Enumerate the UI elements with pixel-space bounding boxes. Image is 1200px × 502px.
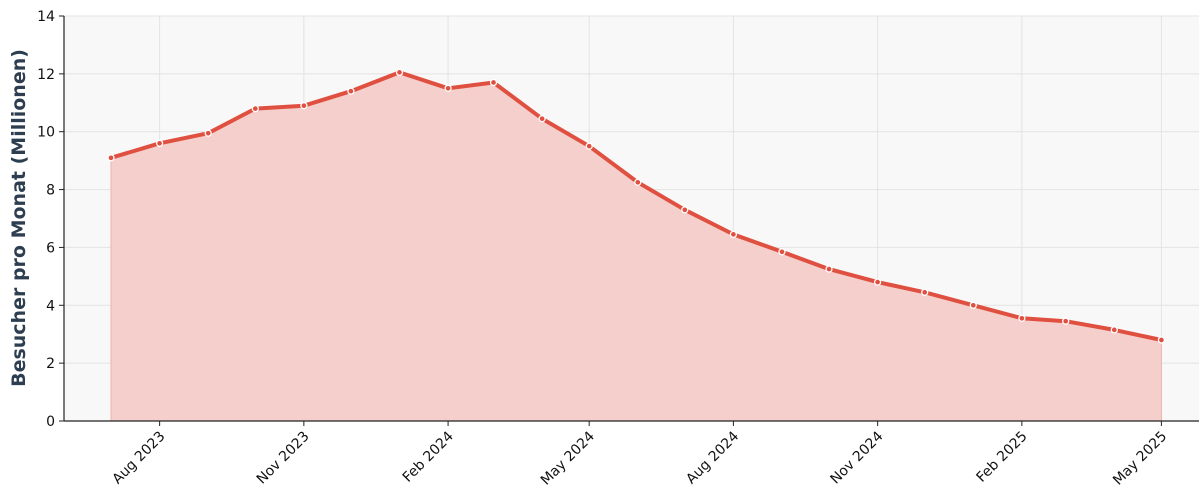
x-tick-label: Aug 2023 — [109, 429, 168, 488]
data-point — [155, 139, 164, 147]
y-tick-label: 8 — [46, 183, 55, 199]
data-point — [681, 206, 689, 214]
data-point — [969, 301, 977, 309]
x-tick-label: Aug 2024 — [683, 428, 742, 487]
y-tick-label: 0 — [46, 414, 55, 430]
x-tick-label: May 2024 — [538, 428, 598, 488]
data-point — [634, 178, 642, 186]
x-tick-label: May 2025 — [1110, 429, 1170, 489]
x-tick-label: Nov 2024 — [827, 428, 886, 487]
data-point — [1062, 317, 1070, 325]
x-ticks: Aug 2023 Nov 2023 Feb 2024 May 2024 Aug 2024… — [109, 421, 1170, 489]
y-axis-title: Besucher pro Monat (Millionen) — [8, 49, 30, 387]
data-point — [1018, 314, 1026, 322]
data-point — [107, 154, 115, 162]
data-point — [1157, 336, 1166, 344]
x-tick-label: Feb 2025 — [973, 429, 1030, 486]
y-tick-label: 12 — [37, 67, 55, 83]
data-point — [825, 265, 833, 273]
data-points — [107, 68, 1166, 344]
data-point — [873, 278, 882, 286]
data-point — [538, 115, 546, 123]
data-point — [729, 230, 738, 239]
x-tick-label: Feb 2024 — [400, 428, 457, 485]
data-point — [444, 84, 452, 92]
data-point — [778, 248, 786, 256]
x-tick-label: Nov 2023 — [254, 429, 313, 488]
y-tick-label: 10 — [37, 125, 55, 141]
data-point — [585, 142, 593, 150]
data-point — [395, 68, 404, 77]
data-point — [489, 78, 498, 87]
data-point — [1110, 326, 1118, 334]
y-tick-label: 6 — [46, 240, 55, 256]
y-tick-label: 14 — [37, 9, 55, 25]
data-point — [251, 104, 259, 113]
data-point — [347, 87, 355, 95]
y-tick-label: 2 — [46, 356, 55, 372]
data-point — [921, 288, 929, 296]
data-point — [204, 129, 212, 137]
y-tick-label: 4 — [46, 298, 55, 314]
data-point — [300, 102, 308, 110]
y-ticks: 0 2 4 6 8 10 12 14 — [37, 9, 64, 430]
